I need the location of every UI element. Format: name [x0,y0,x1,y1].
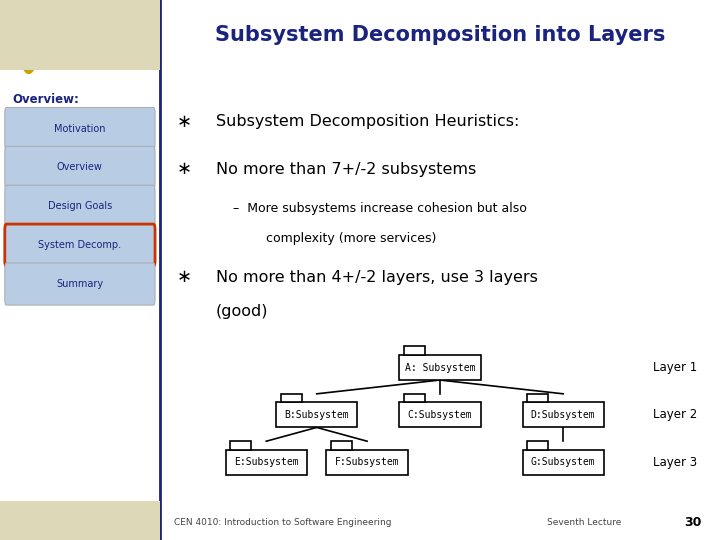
FancyBboxPatch shape [281,394,302,402]
Text: Subsystem Decomposition into Layers: Subsystem Decomposition into Layers [215,25,665,45]
FancyBboxPatch shape [527,394,549,402]
FancyBboxPatch shape [0,501,160,540]
FancyBboxPatch shape [5,263,155,305]
FancyBboxPatch shape [0,0,160,70]
FancyBboxPatch shape [230,441,251,450]
Text: ∗: ∗ [176,160,192,178]
FancyBboxPatch shape [404,347,425,355]
Text: D:Subsystem: D:Subsystem [531,410,595,420]
Text: F:Subsystem: F:Subsystem [335,457,400,467]
Text: FIU: FIU [70,24,122,52]
FancyBboxPatch shape [400,402,480,428]
Text: Subsystem Decomposition Heuristics:: Subsystem Decomposition Heuristics: [216,114,519,130]
Text: Layer 1: Layer 1 [653,361,697,374]
Text: Motivation: Motivation [54,124,106,133]
Text: Summary: Summary [56,279,104,289]
FancyBboxPatch shape [523,402,604,428]
FancyBboxPatch shape [5,107,155,150]
Text: –  More subsystems increase cohesion but also: – More subsystems increase cohesion but … [233,201,526,214]
Text: Layer 2: Layer 2 [653,408,697,421]
Text: No more than 4+/-2 layers, use 3 layers: No more than 4+/-2 layers, use 3 layers [216,269,538,285]
Text: ∗: ∗ [176,268,192,286]
Text: Overview:: Overview: [13,93,80,106]
Text: E:Subsystem: E:Subsystem [234,457,299,467]
FancyBboxPatch shape [5,185,155,227]
Circle shape [19,3,39,73]
Text: CEN 4010: Introduction to Software Engineering: CEN 4010: Introduction to Software Engin… [174,518,392,527]
FancyBboxPatch shape [527,441,549,450]
Text: Seventh Lecture: Seventh Lecture [547,518,621,527]
Circle shape [20,9,37,68]
FancyBboxPatch shape [404,394,425,402]
FancyBboxPatch shape [5,9,155,68]
Text: Overview: Overview [57,163,103,172]
Text: Design Goals: Design Goals [48,201,112,211]
Text: (good): (good) [216,304,269,319]
Text: ∗: ∗ [176,113,192,131]
Text: System Decomp.: System Decomp. [38,240,122,250]
FancyBboxPatch shape [331,441,352,450]
Text: complexity (more services): complexity (more services) [266,232,436,245]
Text: 30: 30 [685,516,702,529]
FancyBboxPatch shape [400,355,480,380]
Text: B:Subsystem: B:Subsystem [284,410,349,420]
FancyBboxPatch shape [5,146,155,188]
FancyBboxPatch shape [326,450,408,475]
Text: A: Subsystem: A: Subsystem [405,362,475,373]
Text: Layer 3: Layer 3 [653,456,697,469]
Text: C:Subsystem: C:Subsystem [408,410,472,420]
FancyBboxPatch shape [276,402,357,428]
FancyBboxPatch shape [523,450,604,475]
Text: G:Subsystem: G:Subsystem [531,457,595,467]
FancyBboxPatch shape [225,450,307,475]
FancyBboxPatch shape [5,224,155,266]
Text: No more than 7+/-2 subsystems: No more than 7+/-2 subsystems [216,162,476,177]
